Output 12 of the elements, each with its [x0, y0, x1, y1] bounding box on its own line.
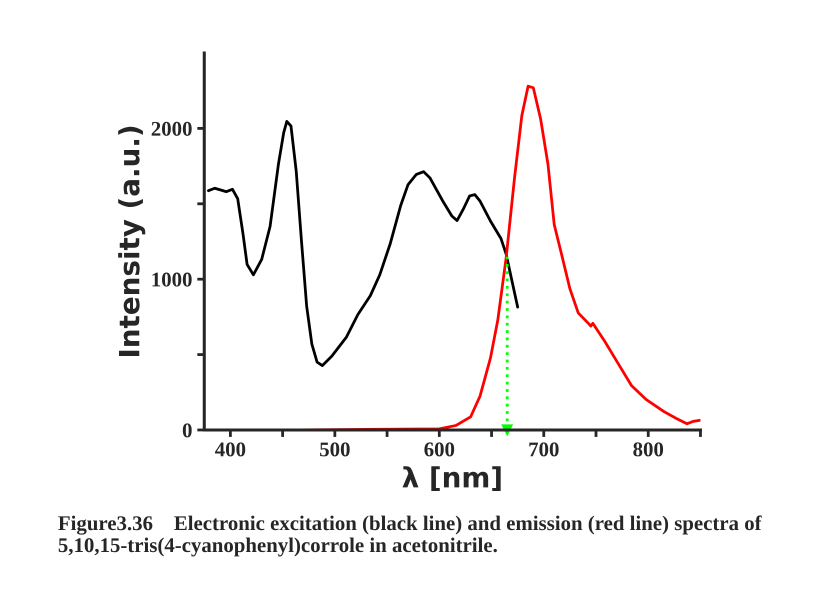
line-series: [207, 120, 520, 367]
y-axis-title: Intensity (a.u.): [118, 126, 146, 356]
x-axis-title: λ [nm]: [402, 466, 501, 491]
x-tick-label: 800: [633, 442, 664, 456]
x-tick-label: 400: [215, 442, 246, 456]
y-tick-label: 0: [182, 423, 192, 438]
y-tick-label: 1000: [152, 272, 192, 287]
x-tick-label: 500: [320, 442, 350, 456]
x-tick-label: 700: [529, 442, 559, 456]
y-tick-label: 2000: [152, 122, 192, 136]
x-tick-label: 600: [424, 442, 454, 456]
caption: Figure3.36 Electronic excitation (black line) and emission (red line) spectra of 5,10,15-tris(4-cyanophenyl)corrole in acetonitrile.: [58, 515, 762, 556]
